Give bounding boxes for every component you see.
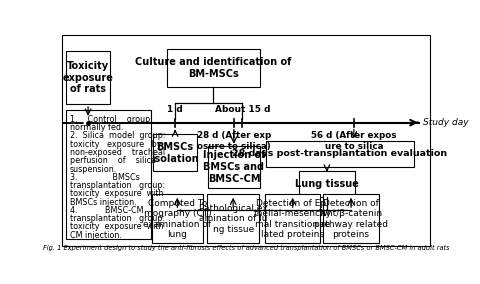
Text: 56 d (After expos
ure to silica: 56 d (After expos ure to silica	[311, 131, 396, 151]
Text: non-exposed    tracheal: non-exposed tracheal	[70, 148, 165, 157]
Text: BMSCs injection.: BMSCs injection.	[70, 198, 136, 206]
FancyBboxPatch shape	[167, 49, 260, 87]
Text: normally fed.: normally fed.	[70, 123, 123, 132]
FancyBboxPatch shape	[153, 134, 197, 171]
Text: toxicity  exposure  with: toxicity exposure with	[70, 222, 163, 231]
Text: 1.    Control    group:: 1. Control group:	[70, 115, 153, 124]
FancyBboxPatch shape	[299, 172, 355, 197]
Text: toxicity   exposure   by: toxicity exposure by	[70, 140, 161, 149]
FancyBboxPatch shape	[208, 146, 260, 188]
Text: 3.              BMSCs: 3. BMSCs	[70, 173, 139, 182]
Text: 4.           BMSC-CM: 4. BMSC-CM	[70, 206, 143, 215]
FancyBboxPatch shape	[66, 51, 110, 105]
Text: 28 days post-transplantation evaluation: 28 days post-transplantation evaluation	[232, 149, 447, 158]
FancyBboxPatch shape	[324, 194, 379, 243]
Text: Study day: Study day	[423, 118, 469, 127]
Text: Computed To
mography (CT)
examination of
lung: Computed To mography (CT) examination of…	[144, 199, 211, 239]
FancyBboxPatch shape	[66, 110, 151, 239]
Text: BMSCs
isolation: BMSCs isolation	[151, 142, 199, 164]
Text: Toxicity
exposure
of rats: Toxicity exposure of rats	[63, 61, 114, 94]
Text: toxicity  exposure  with: toxicity exposure with	[70, 189, 163, 198]
Text: Lung tissue: Lung tissue	[295, 179, 359, 189]
Text: Injection of
BMSCs and
BMSC-CM: Injection of BMSCs and BMSC-CM	[203, 150, 265, 183]
FancyBboxPatch shape	[207, 194, 259, 243]
Text: suspension.: suspension.	[70, 164, 117, 174]
Text: 1 d: 1 d	[168, 105, 183, 114]
Text: Fig. 1 Experiment design to study the anti-fibrosis effects of advanced transpla: Fig. 1 Experiment design to study the an…	[43, 245, 449, 250]
Text: Culture and identification of
BM-MSCs: Culture and identification of BM-MSCs	[135, 57, 292, 79]
Text: Pathological ex
amination of lu
ng tissue: Pathological ex amination of lu ng tissu…	[199, 204, 267, 234]
Text: Detection of
Wnt/β-catenin
pathway related
proteins: Detection of Wnt/β-catenin pathway relat…	[314, 199, 388, 239]
Text: transplantation   group:: transplantation group:	[70, 181, 165, 190]
FancyBboxPatch shape	[265, 194, 321, 243]
FancyBboxPatch shape	[152, 194, 203, 243]
Text: transplantation   group:: transplantation group:	[70, 214, 165, 223]
Text: CM injection.: CM injection.	[70, 231, 121, 239]
FancyBboxPatch shape	[266, 141, 414, 167]
Text: Detection of Epi
thelial-mesenchy
mal transition re
lated proteins: Detection of Epi thelial-mesenchy mal tr…	[253, 199, 332, 239]
Text: perfusion    of    silica: perfusion of silica	[70, 156, 156, 165]
Text: 2.  Silica  model  group:: 2. Silica model group:	[70, 131, 165, 141]
Text: About 15 d: About 15 d	[215, 105, 270, 114]
Text: 28 d (After exp
osure to silica): 28 d (After exp osure to silica)	[197, 131, 271, 151]
